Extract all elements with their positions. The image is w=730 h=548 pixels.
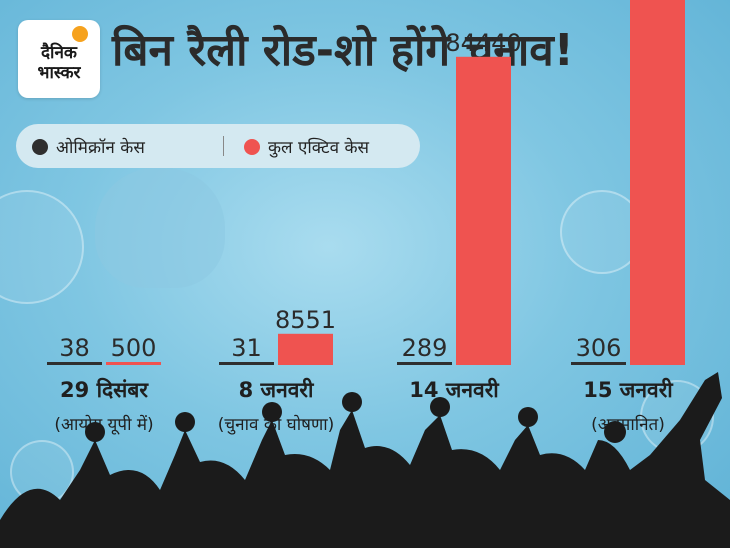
- data-label-omicron-1: 38: [59, 334, 90, 362]
- chart-legend: ओमिक्रॉन केस कुल एक्टिव केस: [16, 124, 420, 168]
- logo-line-2: भास्कर: [37, 63, 81, 83]
- sun-icon: [72, 26, 88, 42]
- category-label-2: 8 जनवरी: [239, 377, 315, 402]
- data-label-active-3: 84440: [445, 29, 521, 57]
- legend-divider: [223, 136, 224, 156]
- data-label-active-1: 500: [111, 334, 157, 362]
- legend-label-active: कुल एक्टिव केस: [268, 138, 370, 158]
- data-label-omicron-3: 289: [402, 334, 448, 362]
- legend-label-omicron: ओमिक्रॉन केस: [56, 138, 145, 158]
- data-label-omicron-4: 306: [576, 334, 622, 362]
- bar-active-2: [278, 333, 333, 365]
- bar-omicron-1: [47, 362, 102, 365]
- background-figure-illustration: [95, 168, 225, 288]
- bar-omicron-2: [219, 362, 274, 365]
- category-label-3: 14 जनवरी: [409, 377, 500, 402]
- bar-active-1: [106, 362, 161, 365]
- data-label-omicron-2: 31: [231, 334, 262, 362]
- bar-omicron-3: [397, 362, 452, 365]
- dainik-bhaskar-logo: दैनिक भास्कर: [18, 20, 100, 98]
- bar-active-4: [630, 0, 685, 365]
- category-label-4: 15 जनवरी: [583, 377, 674, 402]
- legend-swatch-omicron: [32, 139, 48, 155]
- category-label-1: 29 दिसंबर: [60, 377, 149, 402]
- data-label-active-2: 8551: [275, 306, 336, 334]
- category-note-2: (चुनाव की घोषणा): [218, 414, 335, 435]
- legend-swatch-active: [244, 139, 260, 155]
- logo-line-1: दैनिक: [41, 43, 77, 63]
- category-note-1: (आयोग यूपी में): [54, 414, 153, 435]
- bar-active-3: [456, 56, 511, 365]
- bar-omicron-4: [571, 362, 626, 365]
